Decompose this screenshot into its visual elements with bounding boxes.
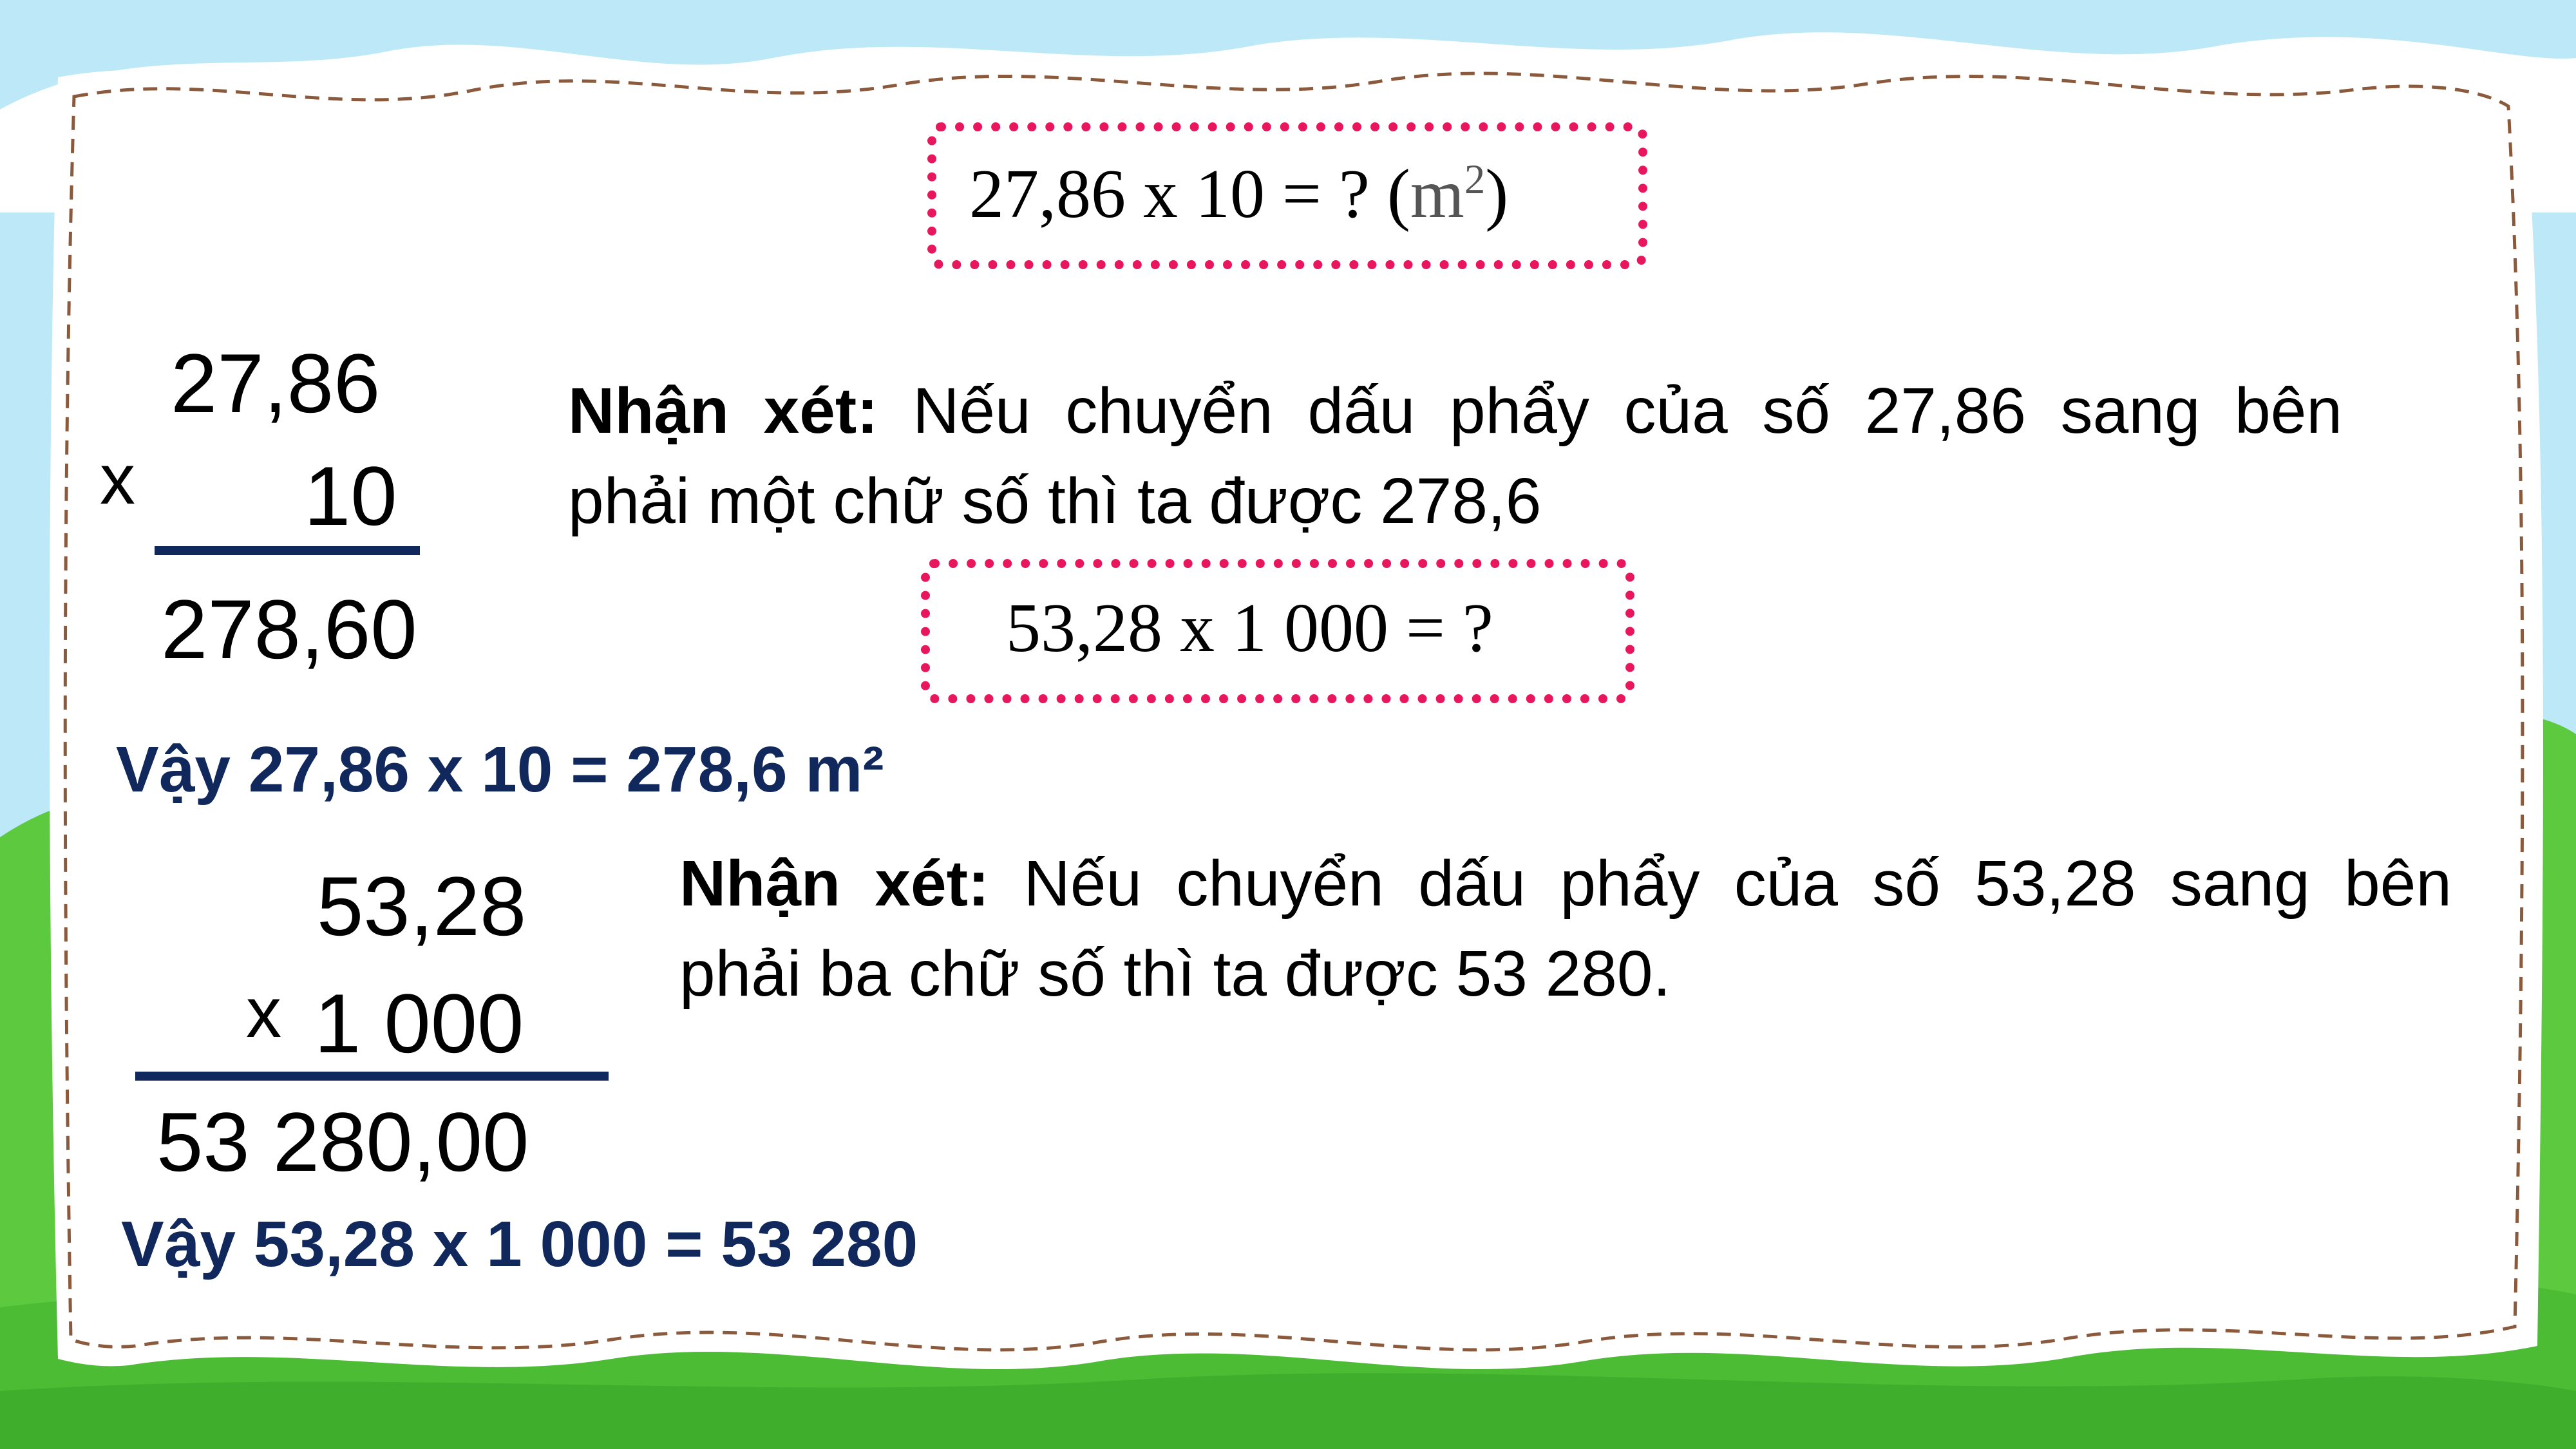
remark-2-line-1: Nếu chuyển dấu phẩy của số 53,28 sang bê…: [1023, 848, 2452, 920]
multiply-sign-2: x: [246, 973, 281, 1052]
multiplication-rule-1: [155, 546, 420, 555]
remark-2-line-2: phải ba chữ số thì ta được 53 280.: [679, 938, 1671, 1010]
equation-1-unit-power: 2: [1464, 156, 1486, 203]
stitched-border: [63, 71, 2524, 1352]
product-1: 278,60: [161, 582, 417, 676]
remark-1-line-1: Nếu chuyển dấu phẩy của số 27,86 sang bê…: [913, 375, 2342, 447]
paper-shape: [49, 54, 2543, 1370]
highlight-box-equation-2: [921, 559, 1634, 703]
grass-ground-dark: [0, 1373, 2576, 1449]
multiplicand-2: 53,28: [317, 859, 527, 953]
multiply-sign-1: x: [100, 440, 135, 519]
multiplication-rule-2: [135, 1072, 609, 1081]
multiplier-1: 10: [304, 449, 397, 543]
equation-1-text: 27,86 x 10 = ? (: [969, 156, 1410, 232]
remark-2-label: Nhận xét:: [679, 848, 990, 920]
remark-1-line-2: phải một chữ số thì ta được 278,6: [568, 465, 1542, 537]
remark-1-label: Nhận xét:: [568, 375, 878, 447]
equation-2: 53,28 x 1 000 = ?: [1006, 590, 1493, 667]
equation-1: 27,86 x 10 = ? (m2): [969, 159, 1508, 229]
equation-1-close: ): [1485, 156, 1509, 232]
remark-2: Nhận xét: Nếu chuyển dấu phẩy của số 53,…: [679, 838, 2452, 1019]
conclusion-2: Vậy 53,28 x 1 000 = 53 280: [121, 1208, 918, 1280]
equation-1-unit: m: [1410, 156, 1464, 232]
multiplicand-1: 27,86: [171, 336, 381, 430]
highlight-box-equation-1: [927, 122, 1647, 269]
product-2: 53 280,00: [156, 1095, 529, 1189]
remark-1: Nhận xét: Nếu chuyển dấu phẩy của số 27,…: [568, 366, 2342, 546]
conclusion-1: Vậy 27,86 x 10 = 278,6 m²: [116, 734, 884, 806]
multiplier-2: 1 000: [314, 976, 524, 1070]
